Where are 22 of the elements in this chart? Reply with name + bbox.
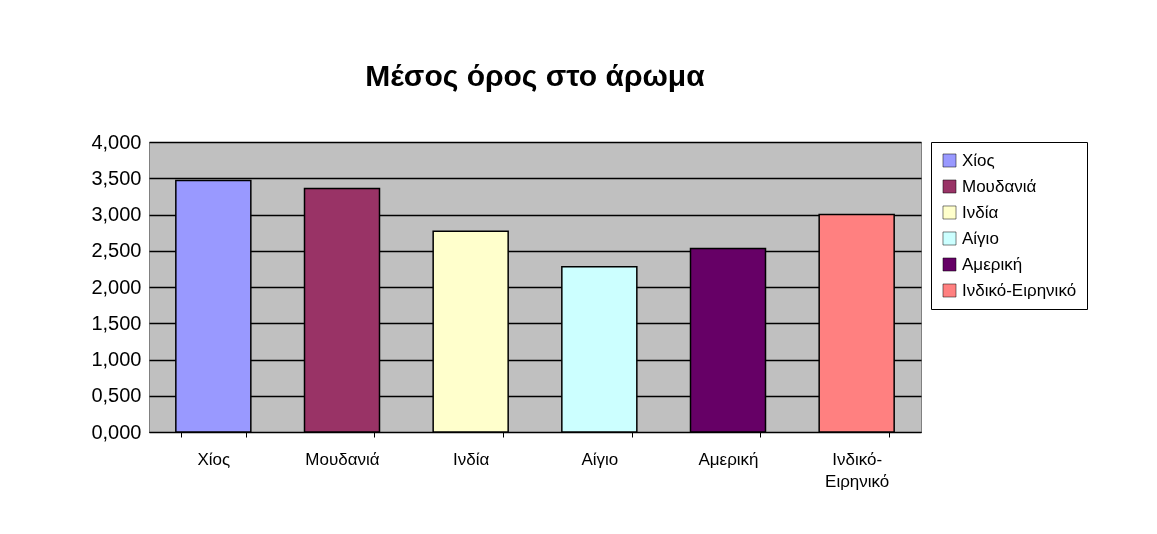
legend-label: Αίγιο <box>962 228 999 248</box>
legend-label: Χίος <box>962 150 995 170</box>
x-tick-label: Ινδία <box>453 449 490 469</box>
legend-label: Αμερική <box>962 254 1023 274</box>
y-tick-label: 1,000 <box>91 348 142 370</box>
y-tick-label: 1,500 <box>91 311 142 334</box>
y-tick-label: 3,500 <box>91 166 142 189</box>
y-tick-label: 2,000 <box>91 275 142 298</box>
legend-label: Ινδικό-Ειρηνικό <box>962 280 1077 300</box>
y-tick-label: 4,000 <box>91 130 142 153</box>
x-tick-label: Χίος <box>197 449 231 469</box>
x-tick-label: Αμερική <box>698 449 759 469</box>
x-tick-label: Ινδικό-Ειρηνικό <box>825 449 890 491</box>
chart-title: Μέσος όρος στο άρωμα <box>365 59 706 92</box>
y-tick-label: 3,000 <box>91 203 142 225</box>
y-tick-label: 0,500 <box>91 384 142 407</box>
x-tick-label: Αίγιο <box>581 449 619 469</box>
x-tick-label: Μουδανιά <box>305 449 380 469</box>
y-tick-label: 2,500 <box>91 239 142 262</box>
y-tick-label: 0,000 <box>91 420 142 443</box>
legend-label: Ινδία <box>962 202 999 222</box>
legend-label: Μουδανιά <box>962 176 1037 196</box>
